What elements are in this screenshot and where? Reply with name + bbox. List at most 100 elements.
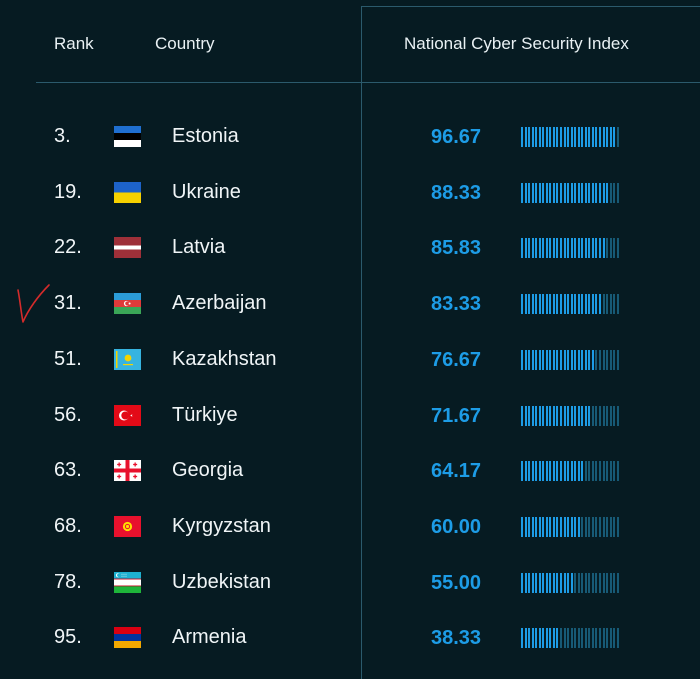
score-bar-tick (577, 182, 580, 203)
score-bar-tick (570, 182, 573, 203)
index-score: 88.33 (431, 181, 482, 204)
score-bar-tick (613, 405, 616, 426)
score-bar-tick (535, 628, 538, 649)
score-bar-tick (524, 628, 527, 649)
score-bar-tick (567, 405, 570, 426)
score-bar-tick (538, 628, 541, 649)
score-bar-tick (524, 349, 527, 370)
score-bar-tick (606, 628, 609, 649)
score-bar-tick (563, 405, 566, 426)
country-name[interactable]: Kyrgyzstan (172, 514, 271, 537)
score-bar-tick (556, 182, 559, 203)
score-bar-tick (538, 182, 541, 203)
rank-value: 95. (54, 626, 82, 649)
table-row[interactable]: 19. Ukraine 88.33 (0, 167, 700, 223)
score-bar-tick (528, 127, 531, 147)
score-bar (521, 127, 621, 147)
table-row[interactable]: 56. Türkiye 71.67 (0, 390, 700, 446)
score-bar-tick (591, 572, 594, 593)
score-bar-tick (570, 349, 573, 370)
country-column-header[interactable]: Country (155, 34, 215, 53)
score-bar-tick (577, 294, 580, 315)
index-score: 96.67 (431, 126, 482, 148)
score-bar-tick (535, 516, 538, 537)
table-row[interactable]: 31. Azerbaijan 83.33 (0, 278, 700, 334)
table-row[interactable]: 63. Georgia 64.17 (0, 445, 700, 501)
score-bar-tick (521, 238, 523, 259)
flag-turkiye-icon (114, 404, 141, 426)
score-bar-tick (538, 349, 541, 370)
country-name[interactable]: Kazakhstan (172, 347, 277, 370)
table-row[interactable]: 22. Latvia 85.83 (0, 222, 700, 278)
score-bar-tick (613, 294, 616, 315)
index-column-header[interactable]: National Cyber Security Index (404, 34, 629, 53)
score-bar-tick (556, 238, 559, 259)
country-name[interactable]: Uzbekistan (172, 570, 271, 593)
score-bar-tick (542, 238, 545, 259)
score-bar-tick (531, 127, 534, 147)
score-bar-tick (521, 516, 523, 537)
score-bar-tick (609, 349, 612, 370)
score-bar-tick (545, 628, 548, 649)
score-bar-tick (524, 516, 527, 537)
country-name[interactable]: Estonia (172, 125, 239, 147)
score-bar-tick (556, 516, 559, 537)
score-bar-tick (595, 405, 598, 426)
score-bar-tick (556, 572, 559, 593)
index-score: 38.33 (431, 627, 482, 650)
score-bar-tick (528, 238, 531, 259)
score-bar-tick (524, 572, 527, 593)
score-bar-tick (602, 294, 605, 315)
flag-kazakhstan-icon (114, 348, 141, 370)
score-bar-tick (616, 238, 619, 259)
score-bar-tick (581, 182, 584, 203)
country-name[interactable]: Ukraine (172, 180, 241, 203)
score-bar-tick (528, 405, 531, 426)
score-bar-tick (521, 461, 523, 482)
score-bar-tick (609, 405, 612, 426)
score-bar-tick (542, 405, 545, 426)
score-bar-tick (552, 461, 555, 482)
score-bar-tick (591, 349, 594, 370)
score-bar-tick (567, 516, 570, 537)
score-bar-tick (602, 461, 605, 482)
table-row[interactable]: 95. Armenia 38.33 (0, 612, 700, 668)
country-name[interactable]: Georgia (172, 459, 244, 482)
score-bar-tick (521, 628, 523, 649)
score-bar-tick (563, 294, 566, 315)
rank-column-header[interactable]: Rank (54, 34, 94, 53)
score-bar-tick (613, 461, 616, 482)
score-bar-tick (577, 516, 580, 537)
score-bar-tick (528, 461, 531, 482)
score-bar-tick (570, 405, 573, 426)
score-bar-tick (599, 516, 602, 537)
country-name[interactable]: Latvia (172, 236, 226, 259)
handwritten-checkmark-icon (17, 284, 50, 323)
score-bar-tick (602, 127, 605, 147)
score-bar-tick (609, 516, 612, 537)
score-bar-tick (563, 628, 566, 649)
score-bar-tick (595, 628, 598, 649)
score-bar-tick (552, 349, 555, 370)
table-row[interactable]: 68. Kyrgyzstan 60.00 (0, 501, 700, 557)
rank-value: 78. (54, 570, 82, 593)
flag-ukraine-icon (114, 181, 141, 203)
table-row[interactable]: 51. Kazakhstan 76.67 (0, 334, 700, 390)
country-name[interactable]: Armenia (172, 626, 247, 649)
score-bar-tick (542, 294, 545, 315)
table-row[interactable]: 3. Estonia 96.67 (0, 111, 700, 167)
score-bar-tick (616, 405, 619, 426)
flag-azerbaijan-icon (114, 293, 141, 315)
score-bar-tick (595, 294, 598, 315)
score-bar-tick (524, 127, 527, 147)
score-bar-tick (595, 516, 598, 537)
score-bar-tick (570, 461, 573, 482)
score-bar-tick (584, 349, 587, 370)
table-row[interactable]: 78. Uzbekistan 55.00 (0, 557, 700, 613)
score-bar-tick (584, 238, 587, 259)
score-bar-tick (538, 572, 541, 593)
country-name[interactable]: Azerbaijan (172, 292, 267, 315)
score-bar-tick (531, 572, 534, 593)
index-score: 85.83 (431, 237, 482, 260)
country-name[interactable]: Türkiye (172, 403, 238, 426)
